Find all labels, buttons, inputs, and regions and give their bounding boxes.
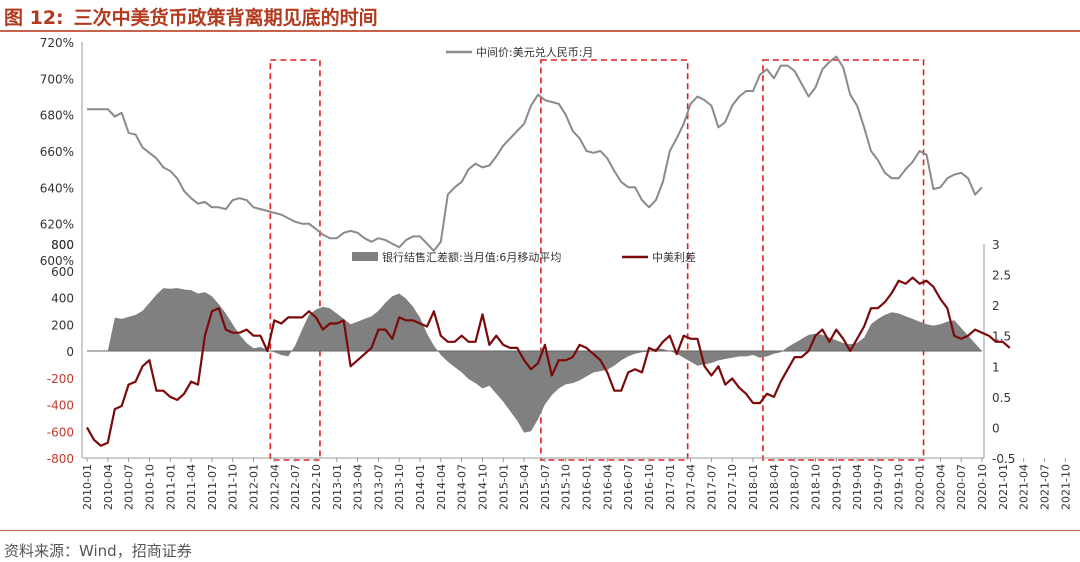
x-tick-label: 2013-01 [331,464,344,510]
x-tick-label: 2016-07 [622,464,635,510]
x-tick-label: 2021-07 [1038,464,1051,510]
footer-rule [0,530,1080,531]
spread-ytick-label: 3 [992,238,1000,252]
figure-title: 图 12: 三次中美货币政策背离期见底的时间 [4,3,378,30]
balance-top-label: 800 [51,238,74,252]
chart-canvas: 600% 620% 640% 660% 680% 700% 720% 中间价:美元兑人民币:月… [40,36,1073,510]
spread-ytick-label: 1.5 [992,330,1011,344]
x-tick-label: 2021-01 [997,464,1010,510]
rate-ytick-label: 680% [40,109,74,123]
divergence-period-box [269,59,321,461]
x-tick-label: 2018-07 [789,464,802,510]
rate-panel: 600% 620% 640% 660% 680% 700% 720% 中间价:美元兑人民币:月 [40,36,983,268]
balance-ytick-label: -200 [47,372,74,386]
spread-ytick-label: 2.5 [992,269,1011,283]
balance-ytick-label: 200 [51,318,74,332]
rate-series-line [87,55,983,252]
x-tick-label: 2020-10 [976,464,989,510]
x-tick-label: 2020-01 [914,464,927,510]
x-tick-label: 2013-10 [393,464,406,510]
spread-series-line [86,276,1011,447]
x-tick-label: 2016-10 [643,464,656,510]
x-tick-label: 2016-01 [581,464,594,510]
x-tick-label: 2013-04 [352,464,365,510]
balance-ytick-label: 400 [51,292,74,306]
rate-ytick-label: 640% [40,181,74,195]
x-tick-label: 2014-10 [477,464,490,510]
x-tick-label: 2015-07 [539,464,552,510]
x-tick-label: 2013-07 [372,464,385,510]
divergence-period-box [540,59,689,461]
x-tick-label: 2014-04 [435,464,448,510]
x-tick-label: 2017-07 [705,464,718,510]
x-tick-label: 2020-04 [934,464,947,510]
figure-number: 图 12: [4,7,64,29]
x-tick-label: 2018-01 [747,464,760,510]
x-tick-label: 2017-10 [726,464,739,510]
balance-legend-swatch [352,252,378,261]
spread-ytick-label: 0 [992,421,1000,435]
x-tick-label: 2019-01 [830,464,843,510]
balance-ytick-label: 600 [51,265,74,279]
divergence-period-box [762,59,925,461]
rate-legend-label: 中间价:美元兑人民币:月 [476,45,593,59]
x-tick-label: 2015-04 [518,464,531,510]
x-tick-label: 2021-10 [1059,464,1072,510]
x-tick-label: 2018-10 [810,464,823,510]
balance-ytick-label: 0 [66,345,74,359]
x-tick-label: 2012-10 [310,464,323,510]
x-tick-label: 2010-04 [102,464,115,510]
balance-ytick-label: 800 [51,238,74,252]
spread-legend-label: 中美利差 [652,250,696,264]
x-axis: 2010-01 2010-04 2010-07 2010-10 2011-01 2011-… [81,457,1072,510]
x-tick-label: 2021-04 [1018,464,1031,510]
x-tick-label: 2016-04 [601,464,614,510]
x-tick-label: 2010-10 [143,464,156,510]
x-tick-label: 2010-07 [123,464,136,510]
rate-ytick-label: 700% [40,72,74,86]
x-tick-label: 2012-01 [248,464,261,510]
balance-panel: -800 -600 -400 -200 0 200 400 600 800 -0.5 0 0.5 1 1.… [47,238,1016,466]
x-tick-label: 2015-01 [497,464,510,510]
x-tick-label: 2010-01 [81,464,94,510]
x-tick-label: 2018-04 [768,464,781,510]
x-tick-label: 2019-10 [893,464,906,510]
x-tick-label: 2011-04 [185,464,198,510]
title-rule [0,30,1080,32]
balance-ytick-label: -600 [47,425,74,439]
x-tick-label: 2011-10 [227,464,240,510]
source-note: 资料来源：Wind，招商证券 [4,542,192,560]
x-tick-label: 2017-04 [685,464,698,510]
balance-ytick-label: -400 [47,399,74,413]
x-tick-label: 2014-07 [456,464,469,510]
x-tick-label: 2015-10 [560,464,573,510]
spread-ytick-label: -0.5 [992,452,1015,466]
x-tick-label: 2012-04 [268,464,281,510]
x-tick-label: 2011-01 [164,464,177,510]
spread-ytick-label: 1 [992,360,1000,374]
balance-ytick-label: -800 [47,452,74,466]
rate-ytick-label: 660% [40,145,74,159]
x-tick-label: 2020-07 [955,464,968,510]
figure-title-text: 三次中美货币政策背离期见底的时间 [73,7,378,29]
rate-ytick-label: 620% [40,218,74,232]
rate-ytick-label: 600% [40,254,74,268]
spread-ytick-label: 0.5 [992,391,1011,405]
rate-ytick-label: 720% [40,36,74,50]
balance-legend-label: 银行结售汇差额:当月值:6月移动平均 [382,250,561,264]
x-tick-label: 2014-01 [414,464,427,510]
x-tick-label: 2019-04 [851,464,864,510]
x-tick-label: 2019-07 [872,464,885,510]
x-tick-label: 2011-07 [206,464,219,510]
x-tick-label: 2017-01 [664,464,677,510]
balance-area [87,288,982,433]
x-tick-label: 2012-07 [289,464,302,510]
spread-ytick-label: 2 [992,299,1000,313]
